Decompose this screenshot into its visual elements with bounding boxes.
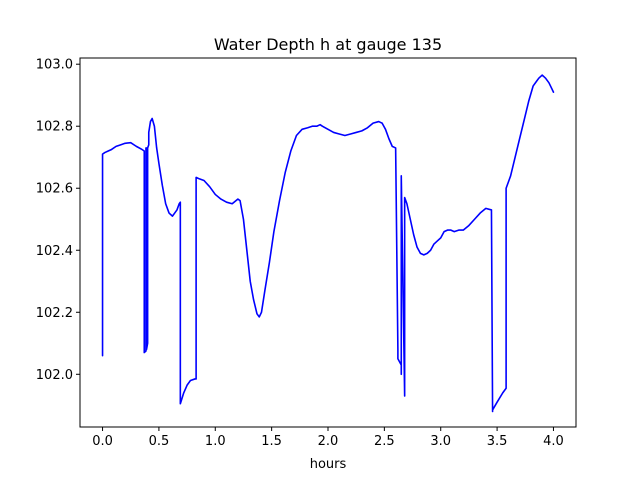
x-tick-label: 0.0: [92, 434, 113, 449]
x-tick-label: 4.0: [543, 434, 564, 449]
y-tick-label: 102.8: [36, 120, 73, 135]
x-tick-label: 0.5: [149, 434, 170, 449]
y-axis: 102.0 102.2 102.4 102.6 102.8 103.0: [36, 58, 80, 383]
x-axis-label: hours: [310, 457, 347, 472]
series-line: [101, 74, 555, 413]
x-tick-label: 2.0: [318, 434, 339, 449]
x-tick-label: 3.0: [430, 434, 451, 449]
x-tick-label: 1.0: [205, 434, 226, 449]
y-tick-label: 102.4: [36, 244, 73, 259]
x-tick-label: 2.5: [374, 434, 395, 449]
x-tick-label: 3.5: [487, 434, 508, 449]
x-tick-label: 1.5: [261, 434, 282, 449]
y-tick-label: 103.0: [36, 58, 73, 73]
chart-title: Water Depth h at gauge 135: [214, 35, 442, 54]
plot-area: [79, 57, 577, 428]
y-tick-label: 102.0: [36, 368, 73, 383]
x-axis: 0.0 0.5 1.0 1.5 2.0 2.5 3.0 3.5 4.0: [92, 427, 564, 449]
y-tick-label: 102.6: [36, 182, 73, 197]
y-tick-label: 102.2: [36, 306, 73, 321]
axes-frame: [79, 57, 577, 428]
